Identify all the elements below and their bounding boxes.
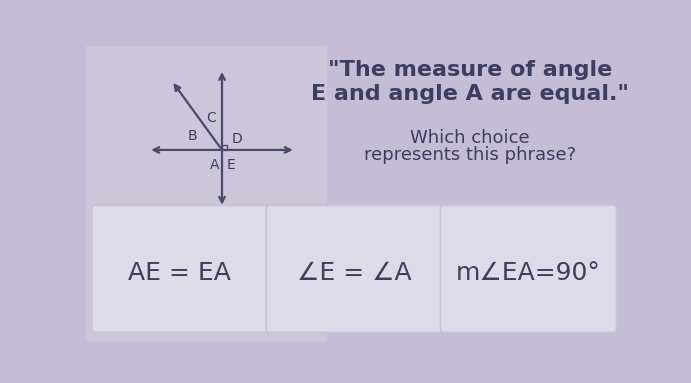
Text: E and angle A are equal.": E and angle A are equal."	[311, 85, 629, 105]
Text: C: C	[207, 111, 216, 124]
Text: Which choice: Which choice	[410, 129, 530, 147]
Text: B: B	[188, 129, 198, 143]
FancyBboxPatch shape	[266, 205, 442, 332]
Text: ∠E = ∠A: ∠E = ∠A	[297, 261, 411, 285]
Bar	[222, 144, 227, 150]
Text: A: A	[209, 158, 219, 172]
FancyBboxPatch shape	[92, 205, 267, 332]
Text: "The measure of angle: "The measure of angle	[328, 60, 612, 80]
FancyBboxPatch shape	[441, 205, 616, 332]
Bar	[86, 46, 327, 341]
Text: represents this phrase?: represents this phrase?	[364, 146, 576, 164]
Text: AE = EA: AE = EA	[129, 261, 231, 285]
Text: E: E	[227, 158, 236, 172]
Text: m∠EA=90°: m∠EA=90°	[456, 261, 601, 285]
Text: D: D	[232, 132, 243, 146]
